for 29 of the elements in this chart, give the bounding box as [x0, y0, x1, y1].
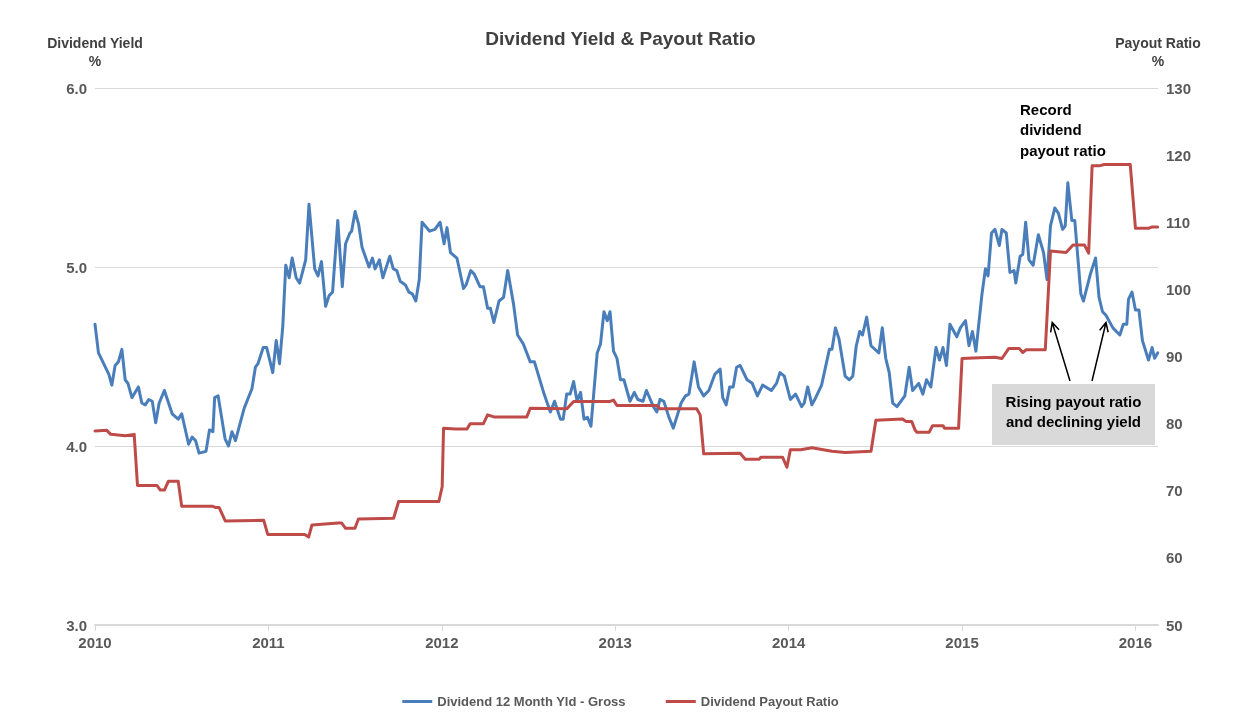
- annotation: Rising payout ratio and declining yield: [992, 384, 1155, 445]
- x-tick-label: 2011: [252, 634, 285, 651]
- x-tick-label: 2014: [771, 634, 806, 651]
- legend-label: Dividend 12 Month Yld - Gross: [437, 694, 626, 709]
- y2-tick-label: 110: [1166, 213, 1191, 231]
- y-axis-title: Dividend Yield %: [47, 35, 143, 69]
- chart-title: Dividend Yield & Payout Ratio: [485, 28, 756, 49]
- x-tick-label: 2012: [425, 634, 459, 651]
- y2-axis-title: Payout Ratio %: [1115, 35, 1201, 69]
- x-tick-label: 2016: [1118, 634, 1153, 651]
- y2-tick-label: 100: [1166, 280, 1192, 298]
- y2-tick-label: 50: [1166, 616, 1183, 634]
- y-tick-label: 5.0: [66, 258, 87, 276]
- x-tick-label: 2013: [598, 634, 632, 651]
- y2-tick-label: 120: [1166, 146, 1192, 164]
- y2-tick-label: 130: [1166, 79, 1192, 97]
- y-tick-label: 4.0: [66, 437, 87, 455]
- legend-label: Dividend Payout Ratio: [700, 694, 839, 709]
- y-tick-label: 6.0: [66, 79, 87, 97]
- line-series: [93, 163, 1160, 539]
- y2-tick-label: 60: [1166, 549, 1183, 567]
- x-tick-label: 2015: [945, 634, 979, 651]
- annotation: Record dividend payout ratio: [1020, 100, 1107, 161]
- y2-tick-label: 70: [1166, 482, 1183, 500]
- line-series: [93, 181, 1160, 455]
- y2-tick-label: 80: [1166, 415, 1183, 433]
- y2-tick-label: 90: [1166, 348, 1183, 365]
- y-tick-label: 3.0: [66, 616, 87, 634]
- x-tick-label: 2010: [78, 634, 112, 651]
